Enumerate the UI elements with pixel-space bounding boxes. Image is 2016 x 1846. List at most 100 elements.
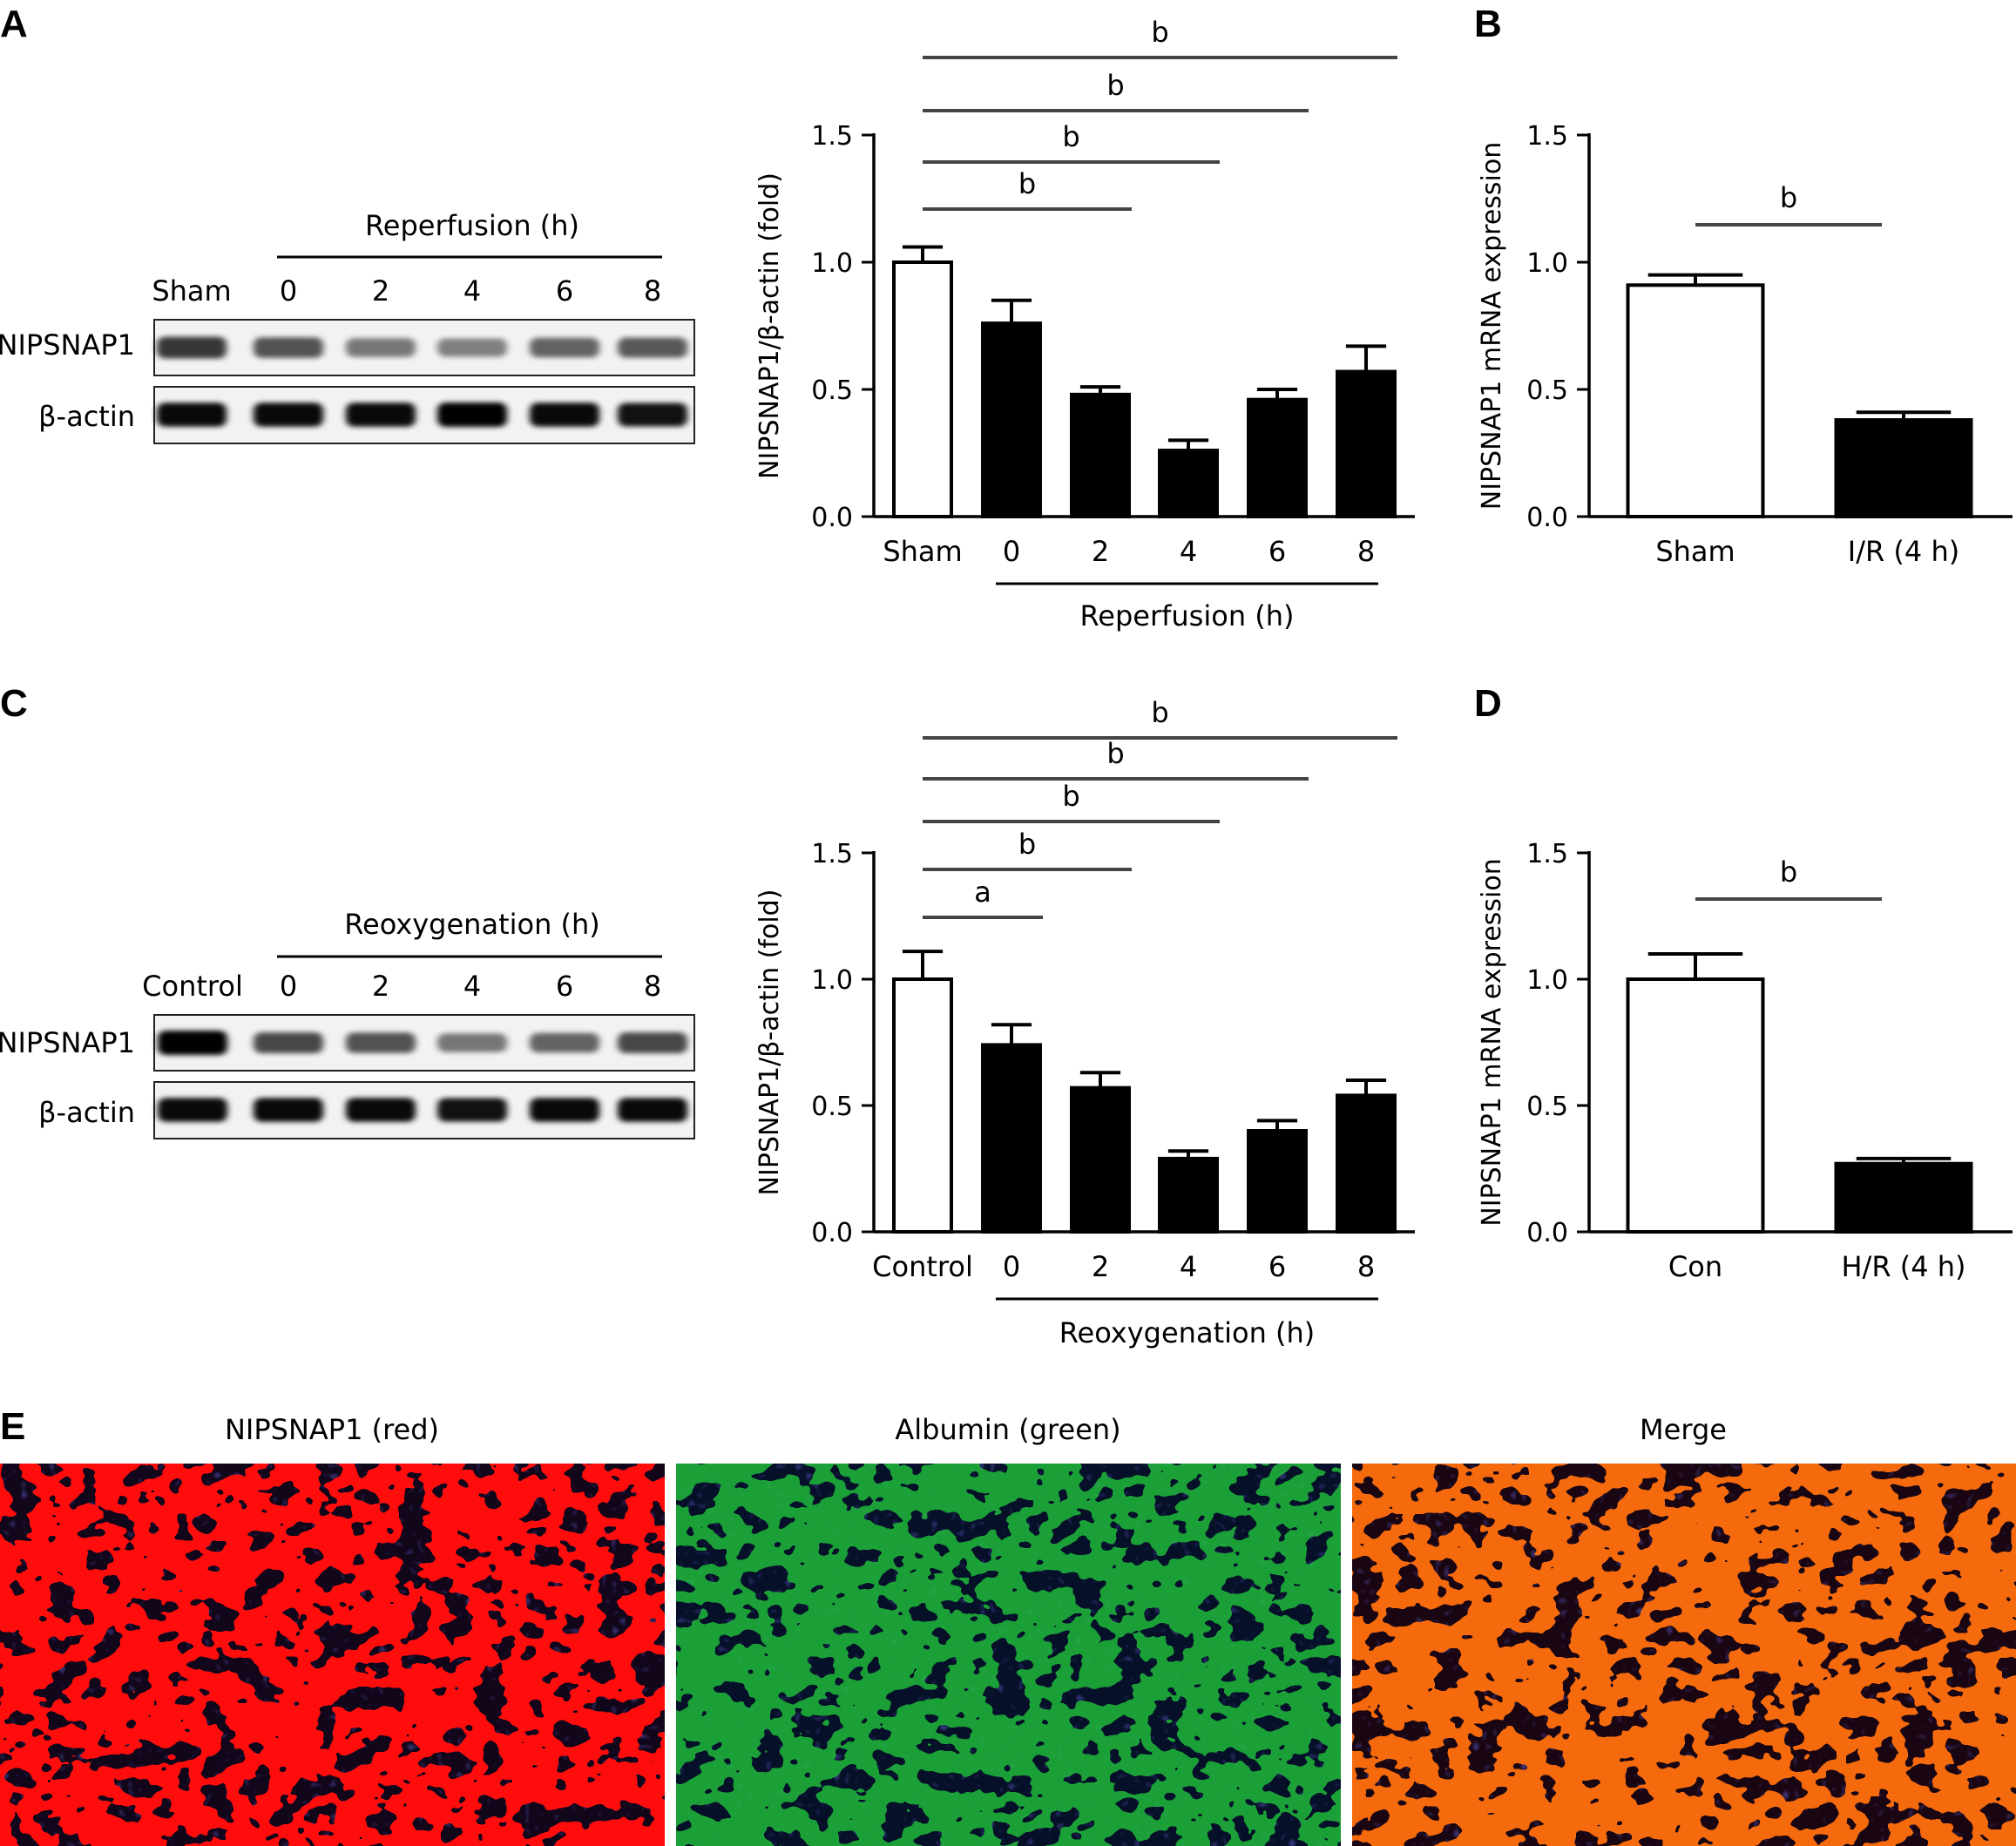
blot-c-row-label-control: β-actin: [38, 1096, 135, 1129]
blot-band: [530, 402, 599, 427]
bar-con: [1626, 977, 1765, 1234]
bar-chart-d: 0.0 0.5 1.0 1.5 NIPSNAP1 mRNA expression Con H…: [1477, 839, 2013, 1283]
blot-band: [346, 338, 416, 357]
blot-band: [530, 337, 599, 358]
blot-band: [618, 337, 687, 358]
category-label: 0: [1003, 535, 1020, 568]
blot-band: [618, 1032, 687, 1053]
y-tick-label: 0.5: [811, 375, 853, 406]
y-tick-label: 1.0: [811, 965, 853, 996]
blot-band: [618, 1098, 687, 1122]
fluorescence-images: NIPSNAP1 (red) Albumin (green) Merge: [0, 1413, 2016, 1846]
category-label: 4: [1180, 1250, 1197, 1283]
category-label: Sham: [1655, 535, 1735, 568]
bar-chart-a: 0.0 0.5 1.0 1.5 NIPSNAP1/β-actin (fold) Sham 0…: [754, 16, 1415, 632]
bar-6: [1247, 397, 1308, 518]
blot-band: [254, 1098, 323, 1122]
blot-a-lane-label: 8: [644, 274, 661, 308]
blot-c-row-label-target: NIPSNAP1: [0, 1026, 135, 1059]
category-label: 2: [1092, 535, 1109, 568]
category-label: 4: [1180, 535, 1197, 568]
bar-8: [1336, 1093, 1397, 1234]
significance-label: b: [1018, 167, 1036, 200]
panel-letter-e: E: [0, 1405, 25, 1448]
significance-label: b: [1780, 855, 1797, 889]
blot-c-lane-label: 8: [644, 970, 661, 1003]
bar-chart-b: 0.0 0.5 1.0 1.5 NIPSNAP1 mRNA expression Sham…: [1477, 121, 2013, 568]
category-label: 6: [1268, 1250, 1286, 1283]
significance-label: b: [1106, 737, 1124, 770]
y-tick-label: 0.5: [811, 1092, 853, 1122]
blot-c-lane-label: Control: [142, 970, 243, 1003]
category-label: Sham: [883, 535, 962, 568]
bar-chart-c: 0.0 0.5 1.0 1.5 NIPSNAP1/β-actin (fold) Contr…: [754, 696, 1415, 1349]
bar-0: [981, 321, 1042, 518]
blot-c-membrane-control: [153, 1081, 695, 1139]
bar-2: [1070, 1085, 1131, 1234]
blot-a-row-label-control: β-actin: [38, 400, 135, 433]
y-tick-label: 0.0: [1526, 1218, 1568, 1248]
blot-band: [530, 1098, 599, 1122]
image-title-red: NIPSNAP1 (red): [225, 1413, 439, 1446]
y-tick-label: 1.0: [1526, 965, 1568, 996]
blot-band: [157, 402, 227, 427]
blot-band: [158, 1031, 227, 1055]
y-tick-label: 0.0: [811, 1218, 853, 1248]
blot-band: [158, 1098, 227, 1122]
panel-letter-a: A: [0, 3, 28, 45]
group-label: Reoxygenation (h): [1059, 1316, 1316, 1349]
y-axis-label: NIPSNAP1/β-actin (fold): [754, 172, 785, 479]
blot-band: [254, 402, 323, 427]
significance-label: a: [974, 876, 991, 909]
blot-band: [437, 1033, 507, 1052]
y-tick-label: 0.5: [1526, 1092, 1568, 1122]
image-title-merge: Merge: [1640, 1413, 1727, 1446]
blot-band: [157, 336, 227, 359]
blot-a-membrane-control: [153, 386, 695, 444]
blot-a-lane-label: 2: [372, 274, 389, 308]
group-label: Reperfusion (h): [1079, 599, 1294, 632]
bar-4: [1158, 449, 1219, 519]
bar-2: [1070, 392, 1131, 518]
category-label: I/R (4 h): [1848, 535, 1959, 568]
significance-label: b: [1018, 828, 1036, 861]
image-title-green: Albumin (green): [895, 1413, 1120, 1446]
blot-a-lane-label: Sham: [152, 274, 231, 308]
panel-letter-b: B: [1474, 3, 1502, 45]
blot-band: [254, 1032, 323, 1053]
blot-a-lane-label: 6: [556, 274, 573, 308]
significance-label: b: [1062, 120, 1079, 153]
blot-band: [618, 402, 687, 427]
bar-6: [1247, 1129, 1308, 1234]
y-tick-label: 0.5: [1526, 375, 1568, 406]
y-tick-label: 1.5: [1526, 121, 1568, 152]
blot-a-membrane-target: [153, 319, 695, 376]
blot-c-lane-label: 0: [280, 970, 297, 1003]
blot-band: [254, 337, 323, 358]
significance-label: b: [1151, 696, 1168, 729]
category-label: 8: [1357, 535, 1375, 568]
category-label: 0: [1003, 1250, 1020, 1283]
blot-band: [530, 1032, 599, 1053]
category-label: 8: [1357, 1250, 1375, 1283]
bar-0: [981, 1043, 1042, 1234]
bar-control: [892, 977, 953, 1234]
blot-c-lane-label: 4: [463, 970, 481, 1003]
bar-sham: [1626, 283, 1765, 518]
significance-label: b: [1780, 181, 1797, 214]
panel-letter-c: C: [0, 682, 28, 725]
blot-band: [437, 338, 507, 357]
y-axis-label: NIPSNAP1 mRNA expression: [1477, 142, 1507, 511]
blot-band: [437, 1098, 507, 1122]
category-label: H/R (4 h): [1841, 1250, 1965, 1283]
image-nipsnap1-red: [0, 1464, 665, 1846]
bar-4: [1158, 1156, 1219, 1234]
blot-a-row-label-target: NIPSNAP1: [0, 328, 135, 362]
category-label: Con: [1668, 1250, 1722, 1283]
blot-a-group-label: Reperfusion (h): [365, 209, 579, 242]
panel-letter-d: D: [1474, 682, 1502, 725]
y-tick-label: 1.5: [811, 121, 853, 152]
bar-8: [1336, 369, 1397, 518]
significance-label: b: [1062, 780, 1079, 813]
